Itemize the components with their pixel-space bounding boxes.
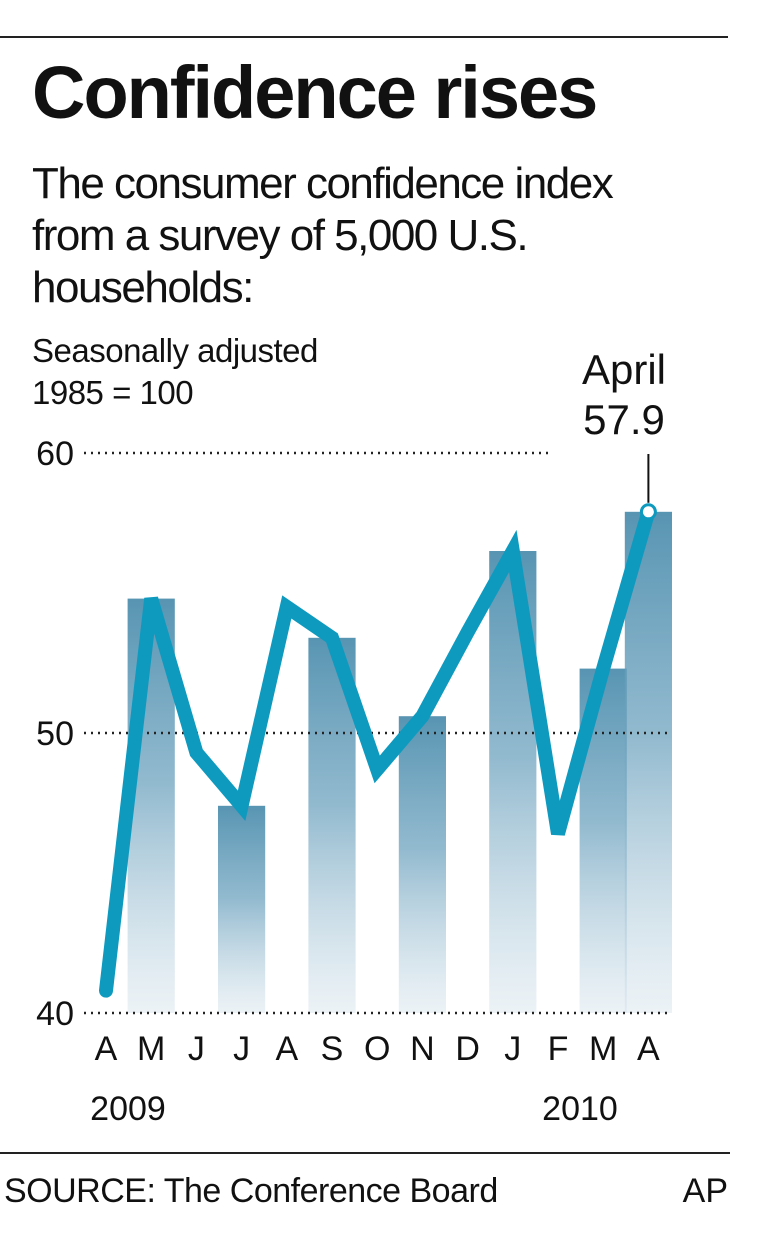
x-tick-label: N [410, 1030, 435, 1068]
x-tick-label: S [321, 1030, 344, 1068]
month-bands [127, 511, 672, 1013]
x-tick-label: J [504, 1030, 521, 1068]
source-credit: SOURCE: The Conference Board [4, 1172, 498, 1210]
y-tick-60: 60 [36, 435, 74, 473]
x-tick-label: A [275, 1030, 298, 1068]
y-axis-ticks: 40 50 60 [36, 435, 74, 1033]
y-tick-50: 50 [36, 715, 74, 753]
year-label-2010: 2010 [542, 1090, 618, 1128]
callout-month: April [582, 346, 666, 393]
x-tick-label: O [364, 1030, 390, 1068]
y-tick-40: 40 [36, 995, 74, 1033]
note-seasonal: Seasonally adjusted [32, 332, 318, 369]
x-tick-label: D [455, 1030, 480, 1068]
x-tick-label: M [137, 1030, 165, 1068]
chart-subtitle: The consumer confidence index from a sur… [32, 159, 614, 312]
top-rule [0, 36, 728, 38]
band-7 [398, 716, 446, 1013]
x-tick-label: M [589, 1030, 617, 1068]
x-tick-label: A [637, 1030, 660, 1068]
series-line [99, 504, 656, 998]
band-3 [218, 805, 266, 1013]
chart-note: Seasonally adjusted 1985 = 100 [32, 330, 318, 414]
band-12 [624, 511, 672, 1013]
gridlines [84, 451, 668, 1015]
year-label-2009: 2009 [90, 1090, 166, 1128]
bottom-rule [0, 1152, 730, 1154]
callout-value: 57.9 [583, 396, 665, 443]
x-tick-label: F [548, 1030, 569, 1068]
callout-marker [639, 503, 657, 521]
x-tick-label: A [95, 1030, 118, 1068]
year-labels: 2009 2010 [90, 1090, 618, 1128]
x-tick-label: J [233, 1030, 250, 1068]
chart-title: Confidence rises [32, 51, 598, 134]
note-base-year: 1985 = 100 [32, 374, 194, 411]
series-line-path [99, 504, 656, 998]
ap-credit: AP [682, 1172, 728, 1210]
x-tick-label: J [188, 1030, 205, 1068]
